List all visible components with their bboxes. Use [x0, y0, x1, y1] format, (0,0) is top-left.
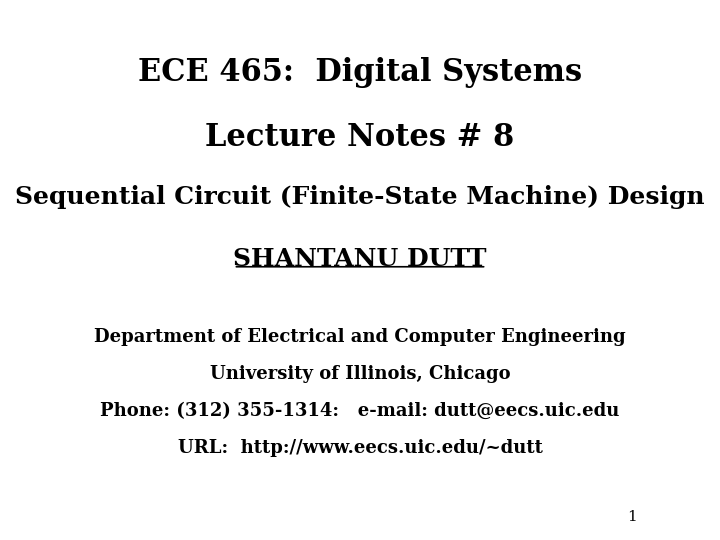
Text: University of Illinois, Chicago: University of Illinois, Chicago	[210, 365, 510, 383]
Text: 1: 1	[627, 510, 636, 524]
Text: SHANTANU DUTT: SHANTANU DUTT	[233, 247, 487, 271]
Text: Phone: (312) 355-1314:   e-mail: dutt@eecs.uic.edu: Phone: (312) 355-1314: e-mail: dutt@eecs…	[100, 402, 620, 420]
Text: URL:  http://www.eecs.uic.edu/~dutt: URL: http://www.eecs.uic.edu/~dutt	[178, 438, 542, 457]
Text: Department of Electrical and Computer Engineering: Department of Electrical and Computer En…	[94, 328, 626, 347]
Text: Lecture Notes # 8: Lecture Notes # 8	[205, 122, 515, 153]
Text: Sequential Circuit (Finite-State Machine) Design: Sequential Circuit (Finite-State Machine…	[15, 185, 705, 209]
Text: ECE 465:  Digital Systems: ECE 465: Digital Systems	[138, 57, 582, 89]
